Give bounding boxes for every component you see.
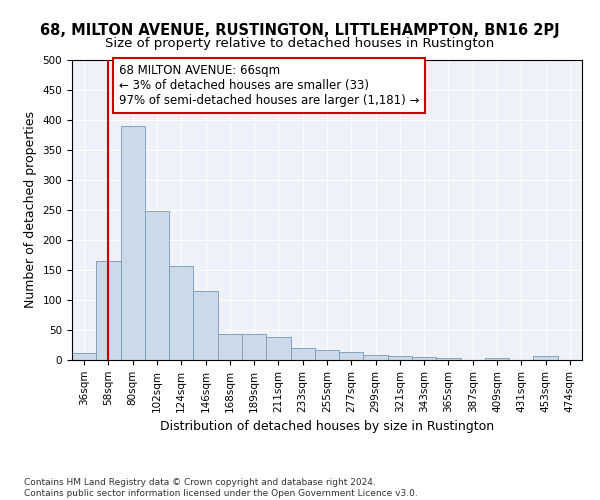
- Y-axis label: Number of detached properties: Number of detached properties: [24, 112, 37, 308]
- Bar: [218, 334, 242, 360]
- Bar: [412, 357, 436, 360]
- Bar: [290, 348, 315, 360]
- Bar: [266, 337, 290, 360]
- Bar: [72, 353, 96, 360]
- Bar: [436, 358, 461, 360]
- Bar: [533, 356, 558, 360]
- X-axis label: Distribution of detached houses by size in Rustington: Distribution of detached houses by size …: [160, 420, 494, 433]
- Bar: [242, 334, 266, 360]
- Bar: [364, 354, 388, 360]
- Text: 68 MILTON AVENUE: 66sqm
← 3% of detached houses are smaller (33)
97% of semi-det: 68 MILTON AVENUE: 66sqm ← 3% of detached…: [119, 64, 419, 107]
- Bar: [339, 352, 364, 360]
- Text: Size of property relative to detached houses in Rustington: Size of property relative to detached ho…: [106, 38, 494, 51]
- Bar: [388, 356, 412, 360]
- Bar: [485, 358, 509, 360]
- Bar: [121, 126, 145, 360]
- Text: 68, MILTON AVENUE, RUSTINGTON, LITTLEHAMPTON, BN16 2PJ: 68, MILTON AVENUE, RUSTINGTON, LITTLEHAM…: [40, 22, 560, 38]
- Bar: [169, 266, 193, 360]
- Text: Contains HM Land Registry data © Crown copyright and database right 2024.
Contai: Contains HM Land Registry data © Crown c…: [24, 478, 418, 498]
- Bar: [96, 261, 121, 360]
- Bar: [193, 291, 218, 360]
- Bar: [315, 350, 339, 360]
- Bar: [145, 211, 169, 360]
